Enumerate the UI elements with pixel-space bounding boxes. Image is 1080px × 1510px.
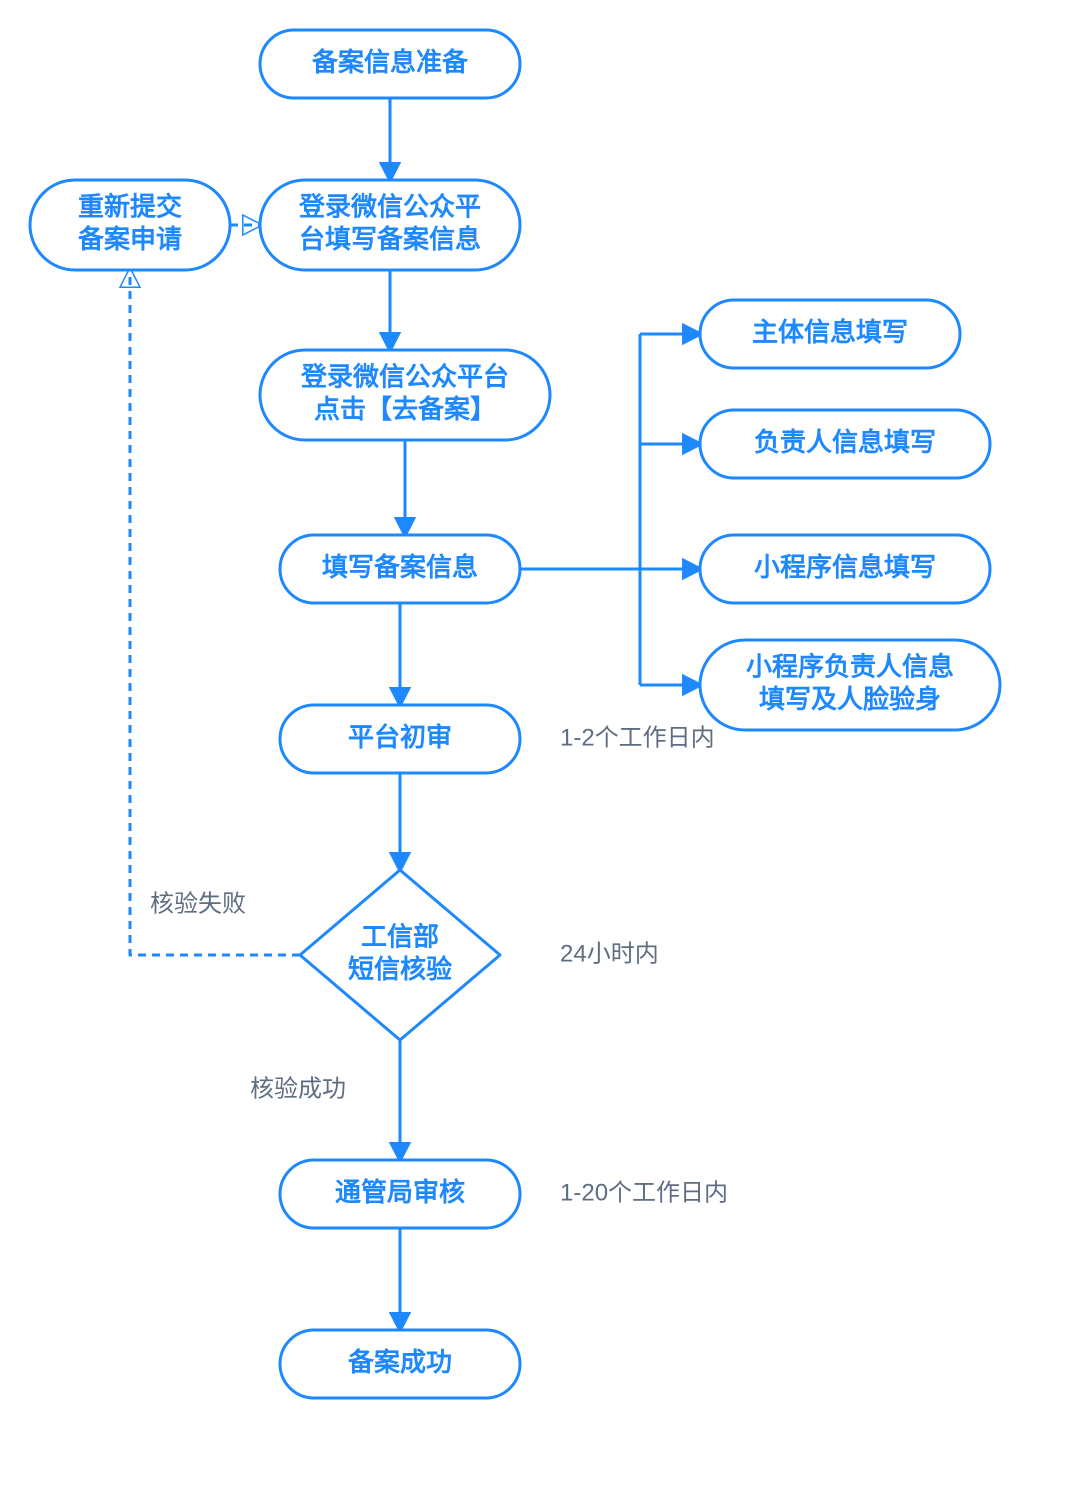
annotation: 核验失败 bbox=[150, 890, 246, 917]
flowchart-canvas: 备案信息准备重新提交备案申请登录微信公众平台填写备案信息登录微信公众平台点击【去… bbox=[0, 0, 1080, 1510]
node-login: 登录微信公众平台填写备案信息 bbox=[260, 180, 520, 270]
node-label: 台填写备案信息 bbox=[299, 224, 481, 254]
annotation: 1-2个工作日内 bbox=[560, 724, 715, 751]
annotation: 1-20个工作日内 bbox=[560, 1179, 728, 1206]
node-d4: 小程序负责人信息填写及人脸验身 bbox=[700, 640, 1000, 730]
node-label: 短信核验 bbox=[348, 954, 452, 984]
node-label: 主体信息填写 bbox=[752, 317, 908, 347]
node-label: 登录微信公众平 bbox=[298, 192, 481, 222]
node-fill: 填写备案信息 bbox=[280, 535, 520, 603]
node-platform: 平台初审 bbox=[280, 705, 520, 773]
annotation: 24小时内 bbox=[560, 940, 659, 967]
node-label: 登录微信公众平台 bbox=[300, 362, 509, 392]
node-label: 填写及人脸验身 bbox=[759, 684, 941, 714]
node-success: 备案成功 bbox=[280, 1330, 520, 1398]
node-label: 填写备案信息 bbox=[322, 552, 478, 582]
node-label: 备案申请 bbox=[77, 224, 182, 254]
node-label: 点击【去备案】 bbox=[314, 394, 496, 424]
node-prep: 备案信息准备 bbox=[260, 30, 520, 98]
node-label: 重新提交 bbox=[78, 192, 182, 222]
node-label: 小程序负责人信息 bbox=[746, 652, 954, 682]
node-d1: 主体信息填写 bbox=[700, 300, 960, 368]
node-label: 工信部 bbox=[361, 922, 439, 952]
node-label: 负责人信息填写 bbox=[754, 427, 936, 457]
node-resubmit: 重新提交备案申请 bbox=[30, 180, 230, 270]
node-bureau: 通管局审核 bbox=[280, 1160, 520, 1228]
node-d2: 负责人信息填写 bbox=[700, 410, 990, 478]
node-label: 备案信息准备 bbox=[311, 47, 469, 77]
annotation: 核验成功 bbox=[250, 1075, 346, 1102]
node-label: 平台初审 bbox=[348, 722, 452, 752]
node-sms: 工信部短信核验 bbox=[300, 870, 500, 1040]
node-d3: 小程序信息填写 bbox=[700, 535, 990, 603]
node-label: 备案成功 bbox=[347, 1347, 452, 1377]
node-goto: 登录微信公众平台点击【去备案】 bbox=[260, 350, 550, 440]
node-label: 小程序信息填写 bbox=[754, 552, 936, 582]
node-label: 通管局审核 bbox=[335, 1177, 465, 1207]
